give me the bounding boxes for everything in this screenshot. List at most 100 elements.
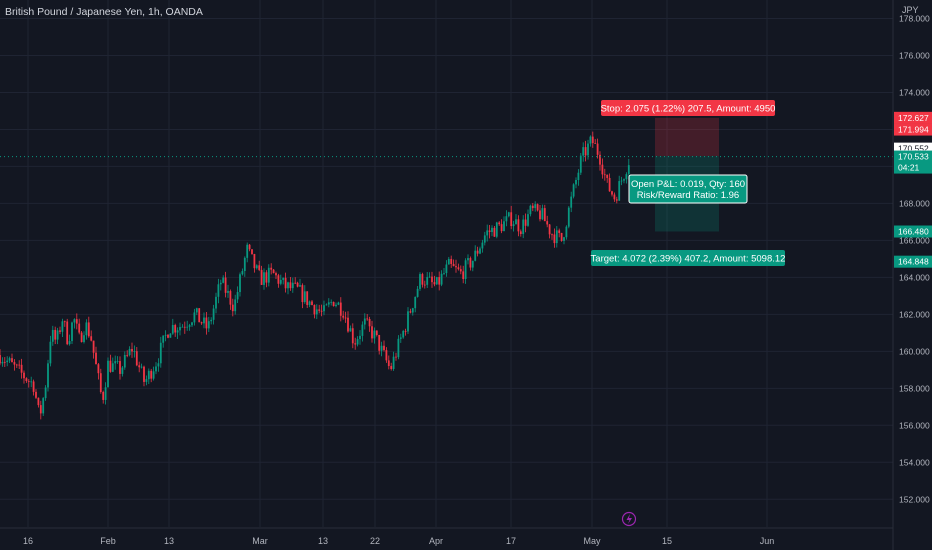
candle-body (116, 361, 119, 362)
candle-body (337, 302, 340, 305)
candle-body (188, 325, 191, 327)
time-axis[interactable]: 16 Feb 13 Mar 13 22 Apr 17 May 15 Jun (0, 511, 893, 547)
price-axis[interactable]: 152.000 154.000 156.000 158.000 160.000 162.0… (892, 0, 932, 550)
candle-body (601, 164, 604, 175)
lightning-icon-bolt (626, 514, 632, 524)
candle-body (56, 330, 59, 340)
candle-body (114, 361, 117, 364)
candle-body (426, 277, 429, 285)
candle-body (411, 308, 414, 313)
candle-body (212, 308, 215, 320)
x-tick-label: May (583, 536, 601, 546)
candle-body (565, 226, 568, 238)
candle-body (371, 326, 373, 339)
price-scale-tag: 171.994 (894, 123, 932, 136)
candle-body (253, 254, 256, 269)
candle-body (303, 291, 306, 303)
candle-body (476, 250, 479, 254)
candle-body (313, 304, 316, 315)
candle-body (215, 296, 217, 309)
price-scale-tag-text: 172.627 (898, 113, 929, 123)
price-scale-tag-text: 166.480 (898, 227, 929, 237)
candle-body (111, 363, 114, 372)
candle-body (459, 269, 462, 272)
candle-body (47, 363, 49, 388)
candle-body (577, 172, 580, 181)
candle-body (335, 304, 337, 307)
candle-body (560, 232, 563, 241)
target-label[interactable]: Target: 4.072 (2.39%) 407.2, Amount: 509… (591, 250, 786, 266)
candle-body (536, 204, 539, 211)
pnl-label-bg (628, 174, 748, 204)
candle-body (366, 318, 369, 320)
candle-body (587, 143, 589, 156)
candle-body (289, 282, 292, 289)
candle-body (599, 154, 601, 165)
candle-body (68, 341, 71, 345)
candle-body (147, 370, 150, 380)
candle-body (469, 258, 472, 268)
candle-body (363, 318, 366, 325)
candle-body (390, 366, 393, 369)
x-tick-label: Feb (100, 536, 116, 546)
candle-body (27, 380, 30, 382)
candle-body (229, 291, 232, 305)
candle-body (481, 242, 484, 249)
candle-body (407, 311, 409, 332)
candle-body (75, 319, 78, 324)
candle-body (217, 284, 220, 297)
candle-body (359, 335, 361, 340)
chart-grid (0, 0, 893, 527)
candle-body (615, 199, 618, 201)
candle-body (255, 265, 258, 269)
candle-body (123, 355, 126, 368)
candle-body (555, 230, 558, 244)
candle-body (49, 341, 52, 364)
candle-body (198, 308, 201, 323)
candle-body (323, 305, 325, 312)
price-scale-tag-bg (894, 111, 932, 124)
candle-body (495, 222, 498, 237)
candle-body (387, 360, 390, 367)
y-tick-label: 176.000 (899, 50, 930, 60)
candle-body (284, 277, 287, 289)
candle-body (493, 227, 496, 237)
candle-body (320, 310, 323, 312)
candle-body (315, 309, 318, 315)
candle-body (548, 224, 551, 235)
candle-body (505, 216, 508, 222)
candle-body (325, 304, 328, 306)
x-tick-label: Mar (252, 536, 268, 546)
candle-body (294, 282, 297, 284)
candle-body (498, 222, 501, 225)
last-price-tag-bg (894, 150, 932, 174)
candle-body (380, 345, 383, 351)
candle-body (39, 405, 42, 414)
candle-body (23, 372, 25, 379)
stop-label[interactable]: Stop: 2.075 (1.22%) 207.5, Amount: 4950 (601, 100, 776, 116)
candle-body (277, 275, 280, 284)
candle-body (606, 174, 609, 178)
candle-body (205, 317, 208, 329)
y-tick-label: 166.000 (899, 235, 930, 245)
candle-body (445, 264, 448, 274)
candle-body (143, 366, 145, 382)
candle-body (174, 325, 177, 333)
candle-body (402, 330, 405, 338)
candle-body (219, 282, 222, 285)
candle-body (109, 360, 112, 372)
stop-loss-zone[interactable] (655, 117, 719, 157)
candle-body (471, 260, 474, 268)
lightning-icon[interactable] (621, 511, 637, 527)
candle-body (541, 208, 544, 220)
candle-body (66, 321, 69, 345)
candle-body (582, 147, 585, 156)
candle-body (512, 224, 515, 227)
x-tick-label: 15 (662, 536, 672, 546)
candle-body (627, 165, 630, 175)
candle-body (287, 282, 289, 289)
candle-body (572, 184, 575, 197)
candle-body (416, 288, 419, 297)
